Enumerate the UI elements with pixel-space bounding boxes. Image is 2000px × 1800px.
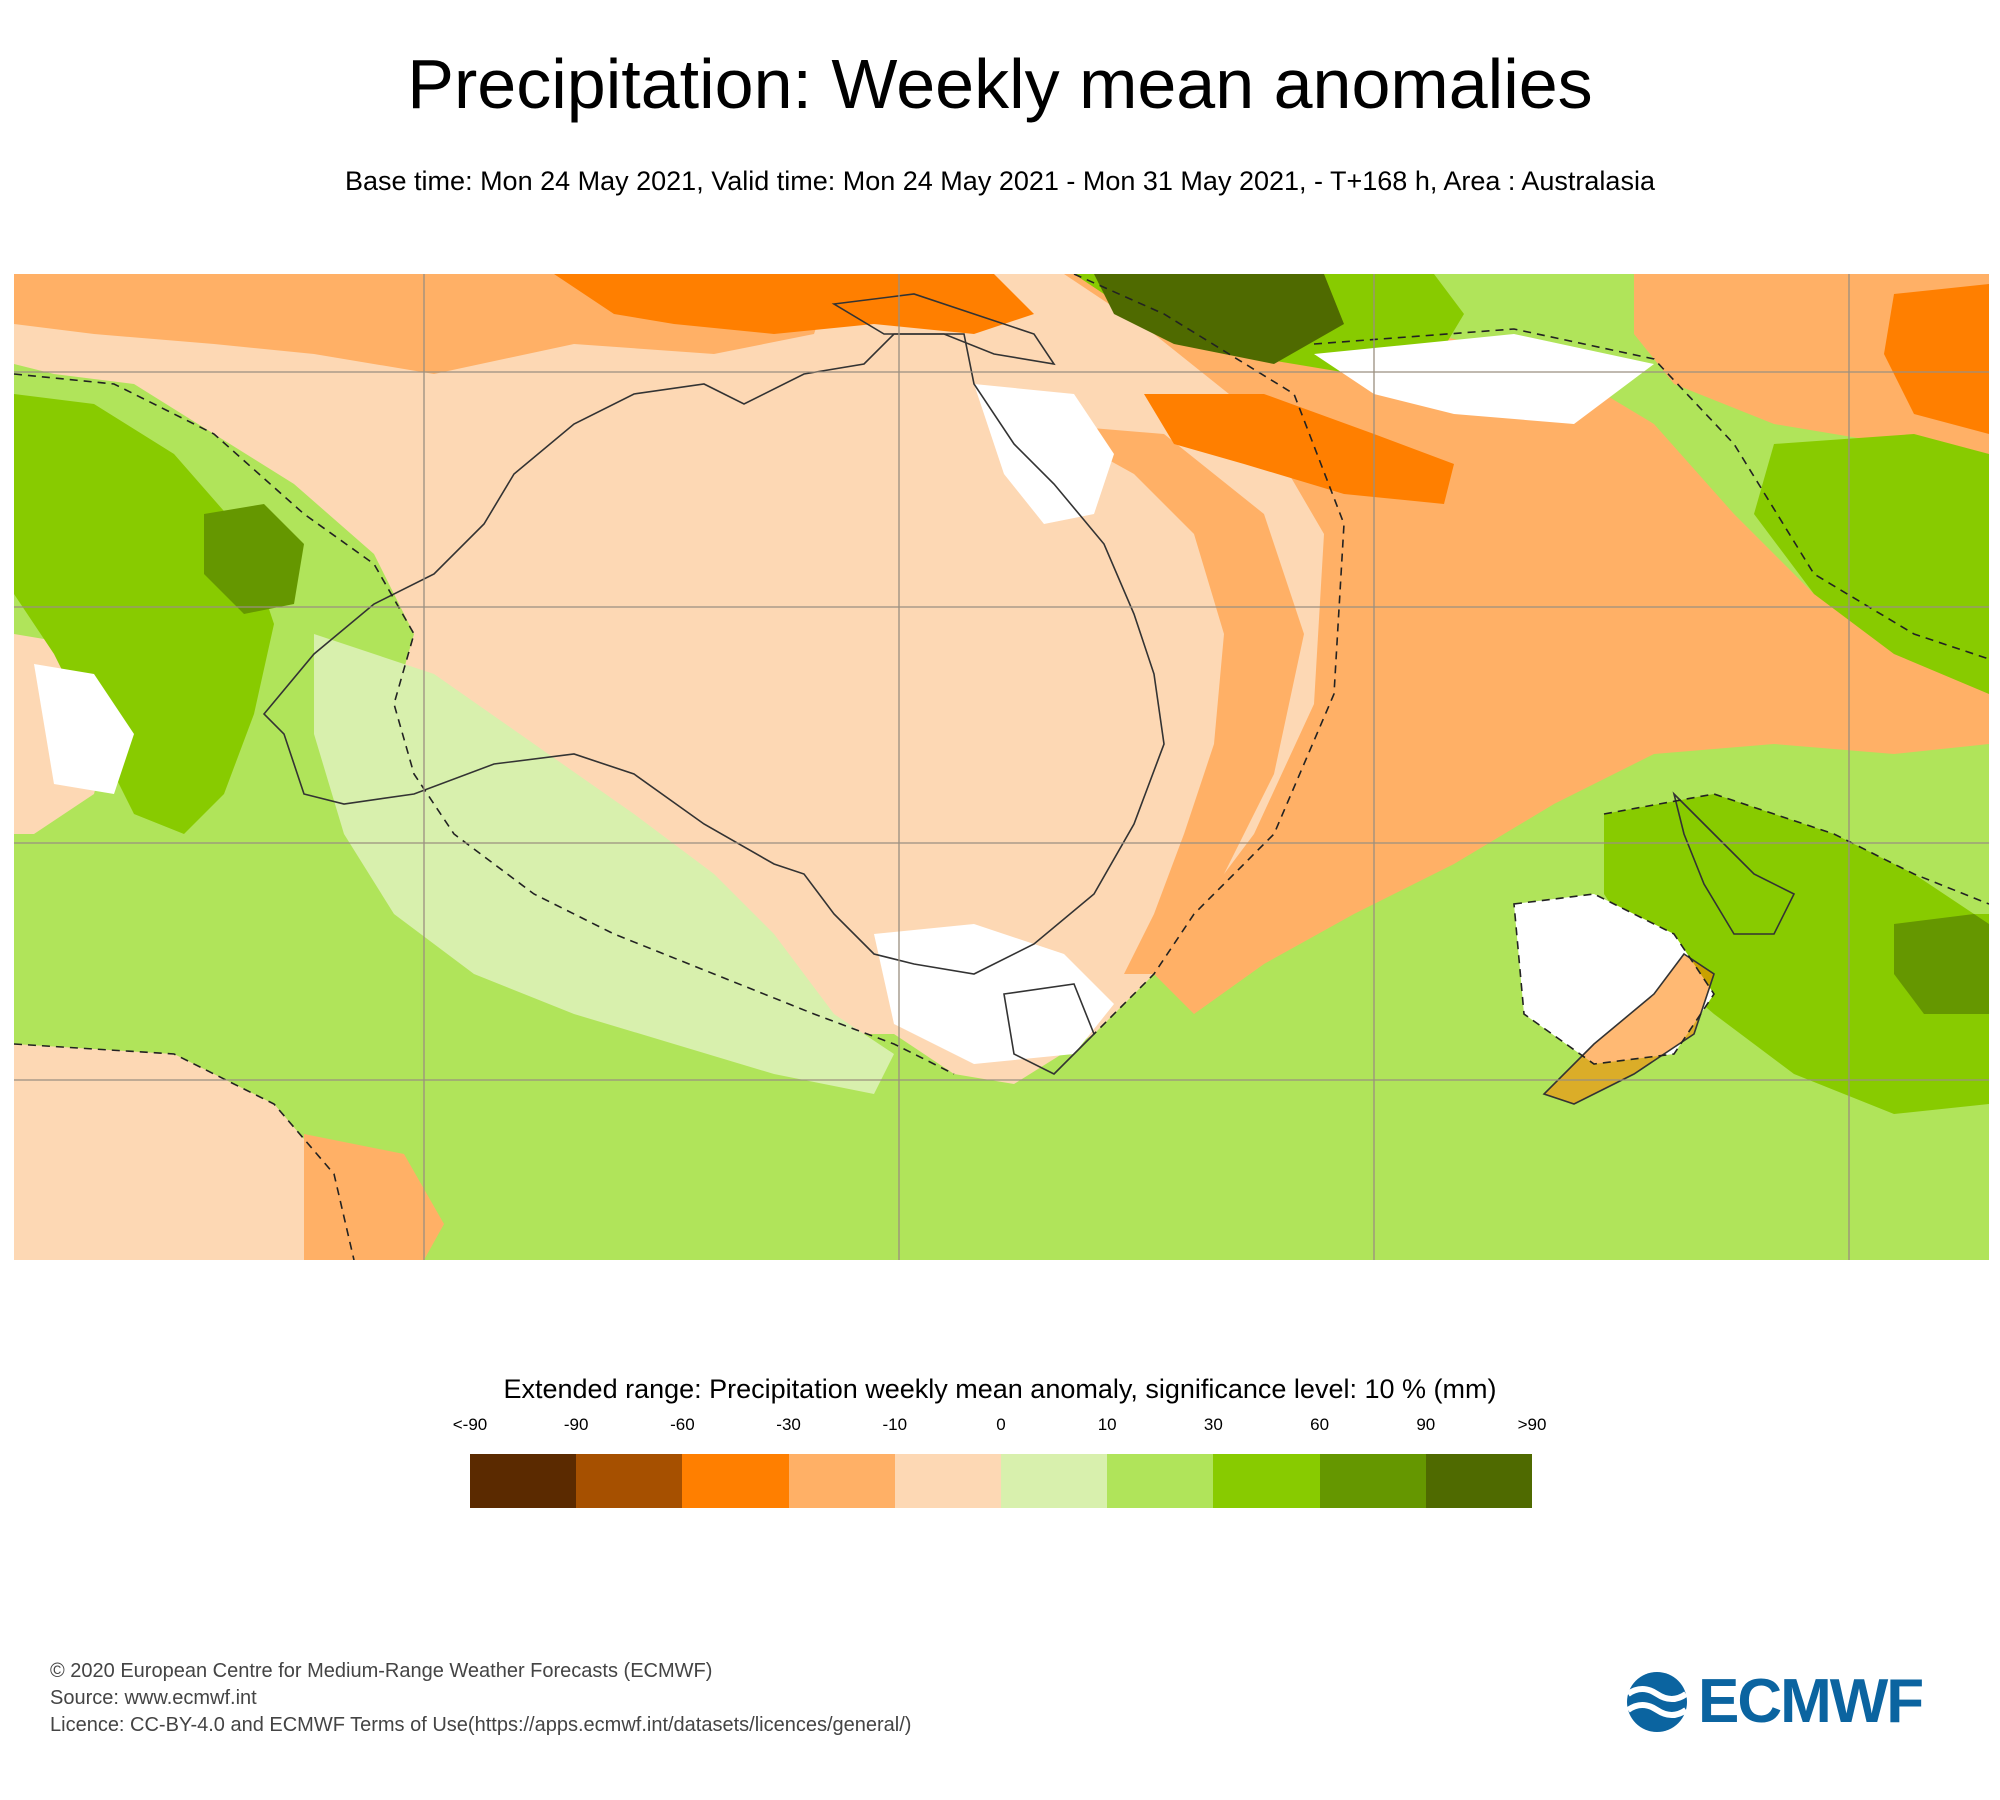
wet-region-pacific-east bbox=[1754, 434, 1989, 694]
dry-region-south bbox=[304, 1134, 444, 1260]
significance-contour bbox=[1073, 274, 1345, 1035]
very-wet-west-ocean bbox=[204, 504, 304, 614]
legend-swatch bbox=[788, 1454, 895, 1508]
significance-contour bbox=[14, 373, 955, 1075]
legend-swatch bbox=[682, 1454, 789, 1508]
strong-dry-coral-sea bbox=[1144, 394, 1454, 504]
legend-swatch bbox=[576, 1454, 683, 1508]
legend-tick: <-90 bbox=[452, 1415, 488, 1434]
legend-tick: 90 bbox=[1416, 1415, 1436, 1434]
significance-contour bbox=[1603, 793, 1989, 905]
legend-swatch bbox=[470, 1454, 577, 1508]
legend-swatch bbox=[1107, 1454, 1214, 1508]
neutral-southeast bbox=[874, 924, 1114, 1064]
legend-title: Extended range: Precipitation weekly mea… bbox=[503, 1374, 1497, 1404]
dry-region-east-australia bbox=[1044, 424, 1304, 974]
anomaly-map[interactable] bbox=[14, 274, 1989, 1260]
legend-swatch bbox=[1425, 1454, 1533, 1508]
legend-tick: -30 bbox=[776, 1415, 801, 1434]
light-wet-bight bbox=[314, 634, 894, 1094]
legend-tick: 60 bbox=[1310, 1415, 1330, 1434]
source-link[interactable]: Source: www.ecmwf.int bbox=[50, 1687, 257, 1709]
australia-coastline bbox=[262, 333, 1165, 975]
tasmania-outline bbox=[1003, 983, 1095, 1075]
legend-color-bar bbox=[470, 1454, 1533, 1508]
legend-swatch bbox=[1213, 1454, 1320, 1508]
footer: © 2020 European Centre for Medium-Range … bbox=[50, 1658, 1150, 1739]
legend-tick: -60 bbox=[670, 1415, 695, 1434]
neutral-pacific-band bbox=[1314, 334, 1654, 424]
ecmwf-logo-icon bbox=[1626, 1672, 1688, 1732]
neutral-east-coast bbox=[974, 384, 1114, 524]
new-zealand-north-outline bbox=[1672, 791, 1796, 935]
neutral-west bbox=[34, 664, 134, 794]
color-legend: <-90 -90 -60 -30 -10 0 10 30 60 90 >90 bbox=[453, 1414, 1546, 1508]
licence-text: Licence: CC-BY-4.0 and ECMWF Terms of Us… bbox=[50, 1714, 912, 1736]
chart-title: Precipitation: Weekly mean anomalies bbox=[407, 45, 1593, 123]
legend-tick: 30 bbox=[1203, 1415, 1223, 1434]
ecmwf-logo-text: ECMWF bbox=[1698, 1667, 1924, 1736]
legend-swatch bbox=[894, 1454, 1002, 1508]
legend-tick: 10 bbox=[1097, 1415, 1117, 1434]
new-zealand-south-outline bbox=[1542, 952, 1715, 1105]
significance-contour bbox=[1513, 893, 1715, 1065]
map-gridlines bbox=[14, 274, 1989, 1260]
ecmwf-logo[interactable]: ECMWF bbox=[1620, 1670, 1950, 1734]
copyright-text: © 2020 European Centre for Medium-Range … bbox=[50, 1660, 713, 1682]
legend-tick: >90 bbox=[1517, 1415, 1547, 1434]
legend-swatch bbox=[1319, 1454, 1426, 1508]
legend-tick: 0 bbox=[996, 1415, 1006, 1434]
strong-dry-far-east bbox=[1884, 284, 1989, 434]
new-guinea-outline bbox=[831, 293, 1056, 366]
legend-tick: -90 bbox=[563, 1415, 589, 1434]
chart-subtitle: Base time: Mon 24 May 2021, Valid time: … bbox=[345, 166, 1655, 196]
very-wet-papua bbox=[1094, 274, 1344, 364]
wet-region-west-ocean bbox=[14, 394, 274, 834]
strong-dry-north bbox=[554, 274, 1034, 334]
legend-tick: -10 bbox=[882, 1415, 908, 1434]
significance-contour bbox=[14, 1043, 355, 1260]
very-wet-tasman bbox=[1894, 914, 1989, 1014]
legend-swatch bbox=[1001, 1454, 1108, 1508]
significance-contour bbox=[1313, 328, 1989, 660]
